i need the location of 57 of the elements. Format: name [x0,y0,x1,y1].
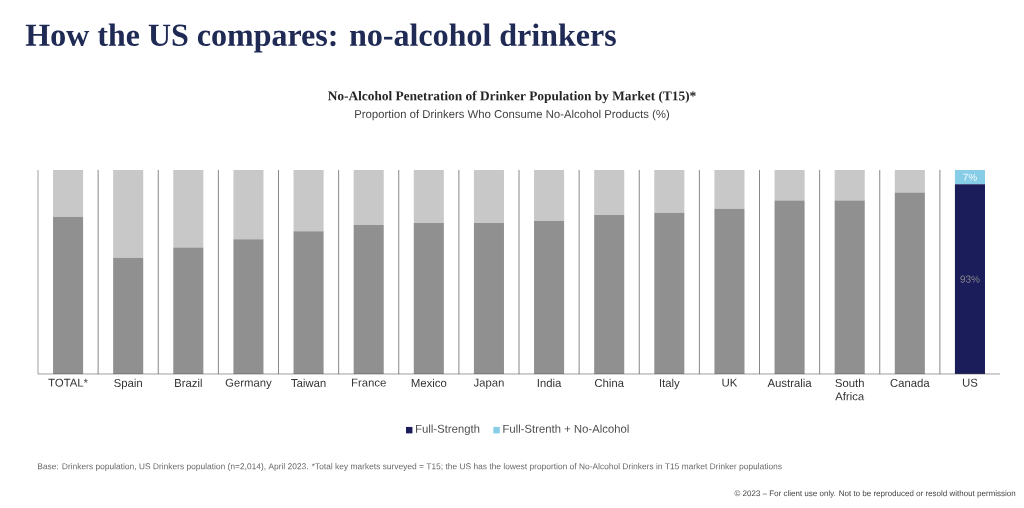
x-tick-label: Italy [659,378,680,390]
text: Proportion of Drinkers Who Consume No-Alcohol Products (%) [355,109,670,121]
text: © 2023 – For client use only. Not to be reproduced or resold without permission [734,490,1016,498]
x-tick-label: TOTAL* [48,378,88,387]
bar [413,223,444,374]
bar [353,225,384,374]
bar [894,192,925,374]
x-tick-label: US [962,378,978,387]
bar [954,170,985,185]
bar [473,223,504,374]
bar [834,170,865,201]
bar [113,170,144,258]
x-tick-label: Mexico [411,378,447,388]
bar [173,170,204,248]
bar [894,170,925,193]
bar [293,231,324,374]
bar [353,170,384,226]
bar [113,257,144,374]
x-tick-label: Spain [114,378,142,390]
data-label: 7% [963,173,977,181]
bar [594,170,625,215]
x-tick-label: UK [722,378,738,387]
chart-title: How the US compares: no-alcohol drinkers [25,23,616,53]
x-tick-label: South Africa [835,378,865,401]
bar [654,212,685,374]
chart-subtitle: No-Alcohol Penetration of Drinker Population by Market (T15)* [328,90,696,104]
bar [53,170,84,217]
bar [594,214,625,374]
bar [774,200,805,374]
x-tick-label: India [537,378,562,388]
bar [834,200,865,374]
bar [954,184,985,374]
bar [714,208,745,374]
legend-label: Full-Strength [416,424,480,436]
x-tick-label: Brazil [175,378,202,388]
bar [233,239,264,374]
x-tick-label: Taiwan [291,378,326,388]
x-tick-label: Germany [225,378,272,389]
bar [293,170,324,232]
x-tick-label: China [594,378,624,388]
bar [473,170,504,224]
x-tick-label: Canada [890,378,930,388]
bar [53,216,84,374]
bar [173,247,204,374]
bar [714,170,745,209]
data-label: 93% [960,275,980,283]
bar [654,170,685,213]
bar [534,170,565,221]
text: Base: Drinkers population, US Drinkers population (n=2,014), April 2023. *Total key markets surveyed = T15; the US has the lowest proportion of No-Alcohol Drinkers in T15 market Drinker populations [37,463,782,471]
bar [233,170,264,240]
x-tick-label: Australia [767,378,812,388]
bar [534,221,565,374]
bar [774,170,805,201]
legend-label: Full-Strenth + No-Alcohol [503,424,629,433]
x-tick-label: Japan [473,378,504,389]
bar [413,170,444,224]
x-tick-label: France [351,378,386,387]
